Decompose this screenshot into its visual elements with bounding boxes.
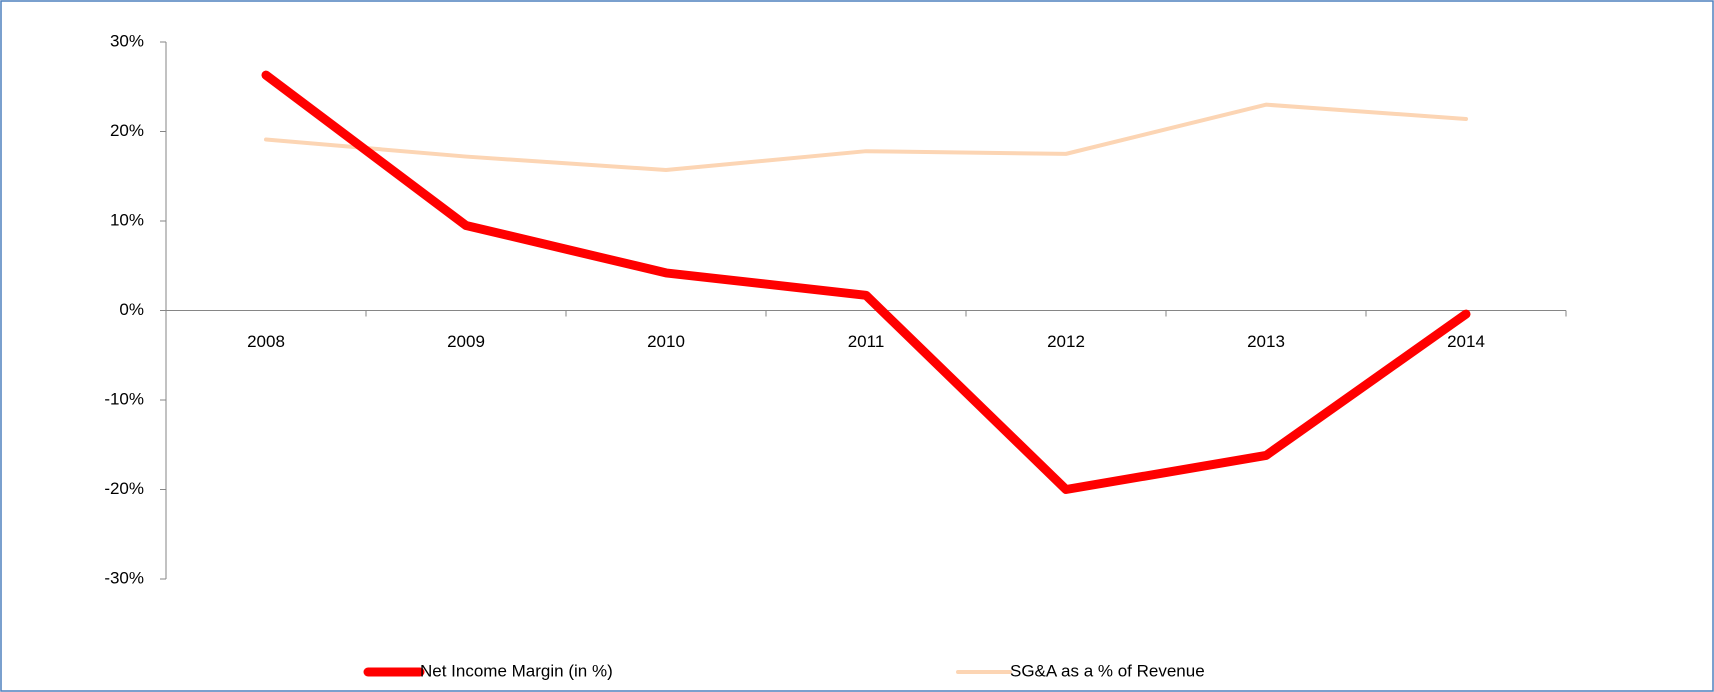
y-tick-label: -10% (104, 389, 144, 408)
series-line (261, 70, 1471, 494)
y-tick-label: 20% (110, 121, 144, 140)
x-tick-label: 2010 (647, 332, 685, 351)
legend-label: Net Income Margin (in %) (420, 661, 613, 680)
x-tick-label: 2008 (247, 332, 285, 351)
y-tick-label: -30% (104, 568, 144, 587)
x-tick-label: 2009 (447, 332, 485, 351)
x-tick-label: 2014 (1447, 332, 1485, 351)
y-tick-label: -20% (104, 479, 144, 498)
x-tick-label: 2012 (1047, 332, 1085, 351)
y-tick-label: 30% (110, 31, 144, 50)
x-tick-label: 2011 (848, 332, 885, 351)
legend-label: SG&A as a % of Revenue (1010, 661, 1205, 680)
series-line (264, 102, 1468, 172)
y-tick-label: 10% (110, 210, 144, 229)
y-tick-label: 0% (119, 300, 144, 319)
x-tick-label: 2013 (1247, 332, 1285, 351)
